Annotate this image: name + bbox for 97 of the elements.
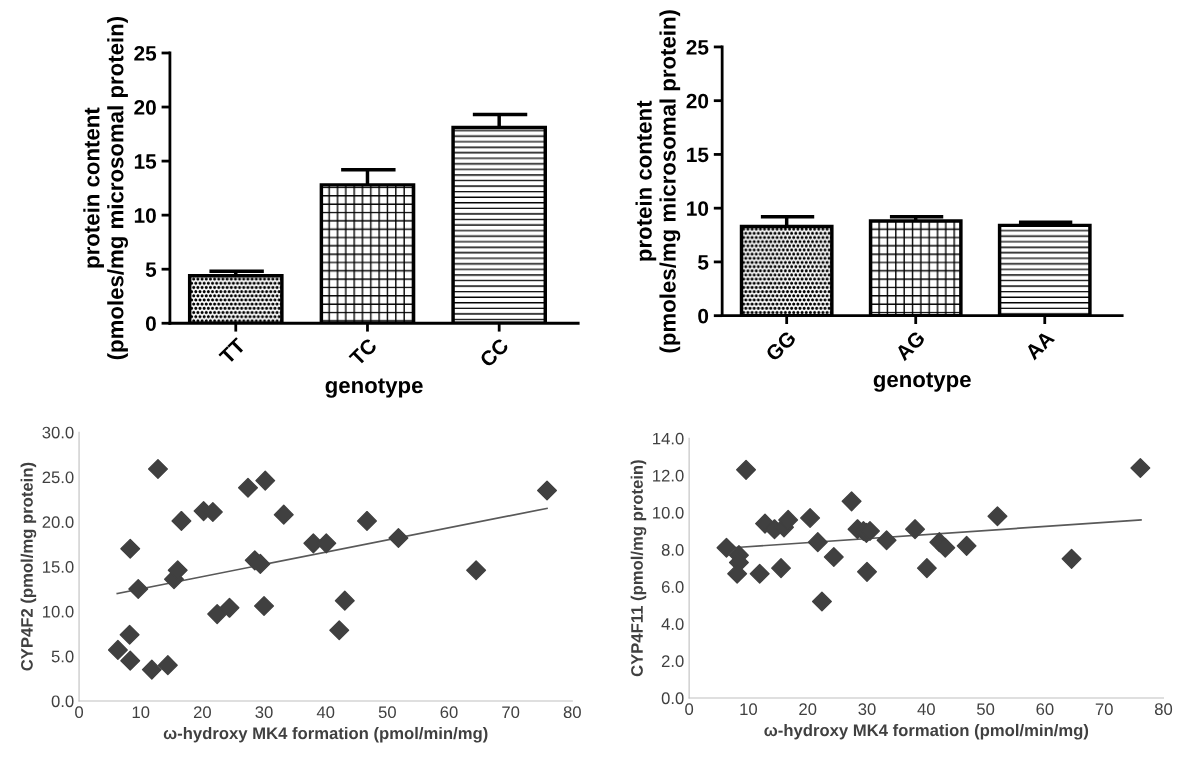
x-tick-label: TC <box>348 337 378 367</box>
point <box>987 506 1008 527</box>
x-tick-label: 60 <box>1036 703 1054 716</box>
x-tick-label: 70 <box>502 706 520 719</box>
y-tick-label: 25 <box>686 39 709 55</box>
point <box>273 504 294 525</box>
point <box>876 530 897 551</box>
y-tick-label: 8.0 <box>661 543 684 556</box>
point <box>157 655 178 676</box>
y-tick-label: 10 <box>687 201 709 216</box>
x-tick-label: 70 <box>1095 703 1113 716</box>
point <box>356 510 378 531</box>
x-tick-label: TT <box>218 337 247 365</box>
point <box>800 508 821 529</box>
x-tick-label: 50 <box>378 706 396 719</box>
point <box>329 620 350 641</box>
y-tick-label: 0.0 <box>661 692 684 705</box>
point <box>237 477 259 498</box>
x-tick-label: 40 <box>316 706 335 719</box>
y-tick-label: 15 <box>134 154 157 169</box>
x-tick-label: 20 <box>799 703 817 716</box>
point <box>171 510 192 531</box>
point <box>771 558 792 579</box>
point <box>120 538 141 559</box>
x-tick-label: AG <box>894 330 926 362</box>
y-tick-label: 25.0 <box>42 471 74 484</box>
y-tick-label: 0 <box>145 316 156 331</box>
point <box>255 470 276 491</box>
point <box>107 639 128 660</box>
y-tick-label: 10.0 <box>653 506 684 519</box>
x-tick-label: CC <box>478 337 510 368</box>
y-tick-label: 20 <box>134 100 156 115</box>
point <box>334 590 355 611</box>
y-axis-title: protein content (pmoles/mg microsomal protein) <box>635 10 681 353</box>
x-tick-label: 30 <box>858 703 876 716</box>
y-tick-label: 10.0 <box>43 605 74 618</box>
x-tick-label: 60 <box>440 706 458 719</box>
x-tick-label: GG <box>764 330 797 362</box>
point <box>841 491 862 512</box>
x-tick-label: 10 <box>740 703 758 716</box>
x-axis-title: ω-hydroxy MK4 formation (pmol/min/mg) <box>163 726 488 743</box>
point <box>147 458 168 479</box>
x-tick-label: 80 <box>563 706 581 719</box>
y-axis-title: protein content (pmoles/mg microsomal protein) <box>83 16 128 360</box>
x-axis-title: genotype <box>873 372 971 392</box>
y-tick-label: 14.0 <box>653 432 684 445</box>
y-tick-label: 5 <box>698 255 709 270</box>
point <box>388 527 409 548</box>
y-tick-label: 6.0 <box>661 581 684 593</box>
x-tick-label: 0 <box>75 706 84 719</box>
point <box>716 537 737 558</box>
point <box>128 578 149 600</box>
point <box>219 597 240 618</box>
x-tick-label: 40 <box>917 703 935 716</box>
y-tick-label: 0.0 <box>51 695 74 708</box>
y-tick-label: 4.0 <box>661 618 684 630</box>
point <box>207 604 228 625</box>
point <box>254 596 275 617</box>
point <box>119 624 140 645</box>
y-tick-label: 0 <box>698 308 709 324</box>
point <box>537 480 558 501</box>
y-tick-label: 10 <box>134 208 156 223</box>
x-tick-label: AA <box>1024 329 1056 361</box>
point <box>466 560 487 581</box>
y-tick-label: 20.0 <box>42 516 74 529</box>
x-tick-label: 50 <box>976 703 995 716</box>
x-tick-label: 80 <box>1154 703 1173 716</box>
y-tick-label: 20 <box>686 93 709 109</box>
y-tick-label: 15.0 <box>43 561 74 573</box>
point <box>749 563 770 584</box>
point <box>736 459 757 480</box>
y-tick-label: 5 <box>145 262 157 277</box>
point <box>811 591 832 612</box>
x-tick-label: 20 <box>193 706 211 719</box>
point <box>1061 548 1082 569</box>
y-tick-label: 30.0 <box>42 426 74 439</box>
y-tick-label: 15 <box>687 147 709 163</box>
y-tick-label: 2.0 <box>661 655 684 668</box>
x-axis-title: ω-hydroxy MK4 formation (pmol/min/mg) <box>764 723 1089 740</box>
point <box>905 519 926 540</box>
point <box>1130 457 1151 478</box>
x-axis-title: genotype <box>325 378 423 398</box>
point <box>916 558 937 579</box>
x-tick-label: 30 <box>255 706 273 719</box>
y-axis-title: CYP4F11 (pmol/mg protein) <box>630 460 647 677</box>
y-axis-title: CYP4F2 (pmol/mg protein) <box>20 462 37 671</box>
point <box>856 561 878 582</box>
y-tick-label: 25 <box>134 45 157 61</box>
point <box>956 535 977 556</box>
point <box>141 659 162 680</box>
y-tick-label: 5.0 <box>51 650 74 663</box>
point <box>935 537 956 558</box>
y-tick-label: 12.0 <box>653 469 684 482</box>
point <box>316 533 337 554</box>
point <box>807 532 828 553</box>
point <box>823 546 844 568</box>
point <box>120 650 141 671</box>
